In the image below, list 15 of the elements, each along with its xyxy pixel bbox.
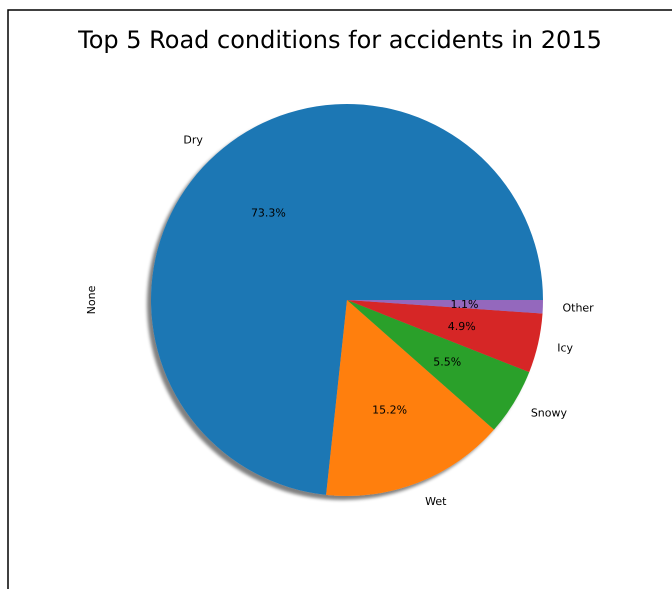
data-label: 1.1% (450, 298, 479, 311)
pie-slice (347, 300, 530, 430)
slice-label: Dry (183, 133, 204, 146)
slice-label: Snowy (530, 406, 568, 420)
chart-title: Top 5 Road conditions for accidents in 2015 (77, 26, 602, 54)
data-label: 4.9% (448, 320, 476, 333)
slice-label: Wet (425, 494, 448, 508)
data-label: 5.5% (433, 355, 462, 368)
text: None (85, 285, 98, 314)
data-label: 73.3% (250, 206, 286, 220)
data-label: 15.2% (372, 403, 408, 416)
pie-slice (347, 300, 543, 372)
pie-slice (326, 300, 494, 496)
slice-label: Icy (557, 342, 574, 355)
slice-label: Other (562, 301, 594, 314)
